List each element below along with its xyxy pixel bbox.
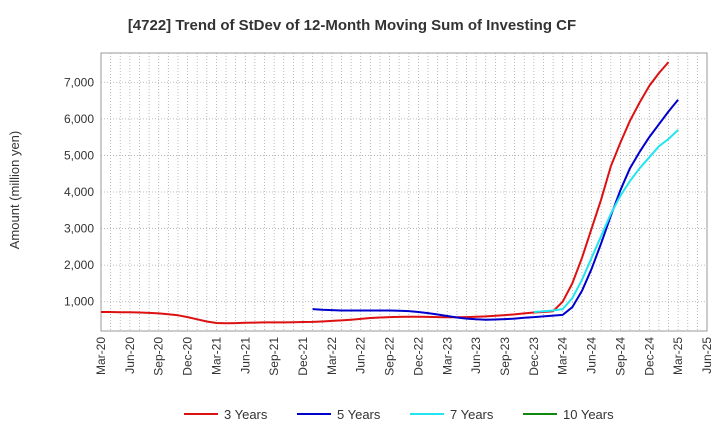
- x-tick-label: Dec-23: [527, 337, 541, 376]
- x-tick-label: Jun-20: [123, 337, 137, 374]
- legend-label: 10 Years: [563, 407, 614, 422]
- x-tick-label: Sep-22: [383, 337, 397, 376]
- x-tick-label: Dec-20: [181, 337, 195, 376]
- x-tick-label: Mar-21: [209, 337, 223, 375]
- x-tick-label: Sep-24: [613, 337, 627, 376]
- series-lines: [101, 61, 679, 325]
- y-tick-label: 1,000: [64, 295, 94, 309]
- x-tick-label: Jun-25: [700, 337, 714, 374]
- y-tick-label: 6,000: [64, 112, 94, 126]
- series-line: [312, 99, 679, 321]
- x-tick-label: Jun-23: [469, 337, 483, 374]
- legend-label: 7 Years: [450, 407, 494, 422]
- x-tick-label: Mar-20: [94, 337, 108, 375]
- y-tick-label: 5,000: [64, 148, 94, 162]
- plot-area: [100, 52, 708, 332]
- x-tick-label: Mar-24: [556, 337, 570, 375]
- legend: 3 Years 5 Years 7 Years 10 Years: [184, 407, 614, 422]
- x-tick-label: Mar-25: [671, 337, 685, 375]
- x-tick-label: Mar-22: [325, 337, 339, 375]
- y-tick-label: 3,000: [64, 222, 94, 236]
- y-tick-labels: 1,000 2,000 3,000 4,000 5,000 6,000 7,000: [64, 75, 94, 308]
- series-line: [533, 129, 679, 313]
- x-tick-label: Jun-21: [238, 337, 252, 374]
- x-tick-label: Dec-22: [411, 337, 425, 376]
- x-tick-label: Sep-21: [267, 337, 281, 376]
- x-tick-label: Mar-23: [440, 337, 454, 375]
- grid: [101, 53, 707, 331]
- y-tick-label: 7,000: [64, 75, 94, 89]
- x-tick-labels: Mar-20 Jun-20 Sep-20 Dec-20 Mar-21 Jun-21 Sep-…: [94, 337, 714, 376]
- y-axis-label: Amount (million yen): [7, 131, 22, 250]
- legend-label: 5 Years: [337, 407, 381, 422]
- y-tick-label: 4,000: [64, 185, 94, 199]
- x-tick-label: Sep-20: [152, 337, 166, 376]
- x-tick-label: Jun-22: [354, 337, 368, 374]
- x-tick-label: Dec-24: [642, 337, 656, 376]
- x-tick-label: Sep-23: [498, 337, 512, 376]
- x-tick-label: Jun-24: [585, 337, 599, 374]
- chart-title: [4722] Trend of StDev of 12-Month Moving…: [128, 17, 576, 34]
- legend-label: 3 Years: [224, 407, 268, 422]
- series-line: [101, 61, 670, 325]
- x-tick-label: Dec-21: [296, 337, 310, 376]
- y-tick-label: 2,000: [64, 258, 94, 272]
